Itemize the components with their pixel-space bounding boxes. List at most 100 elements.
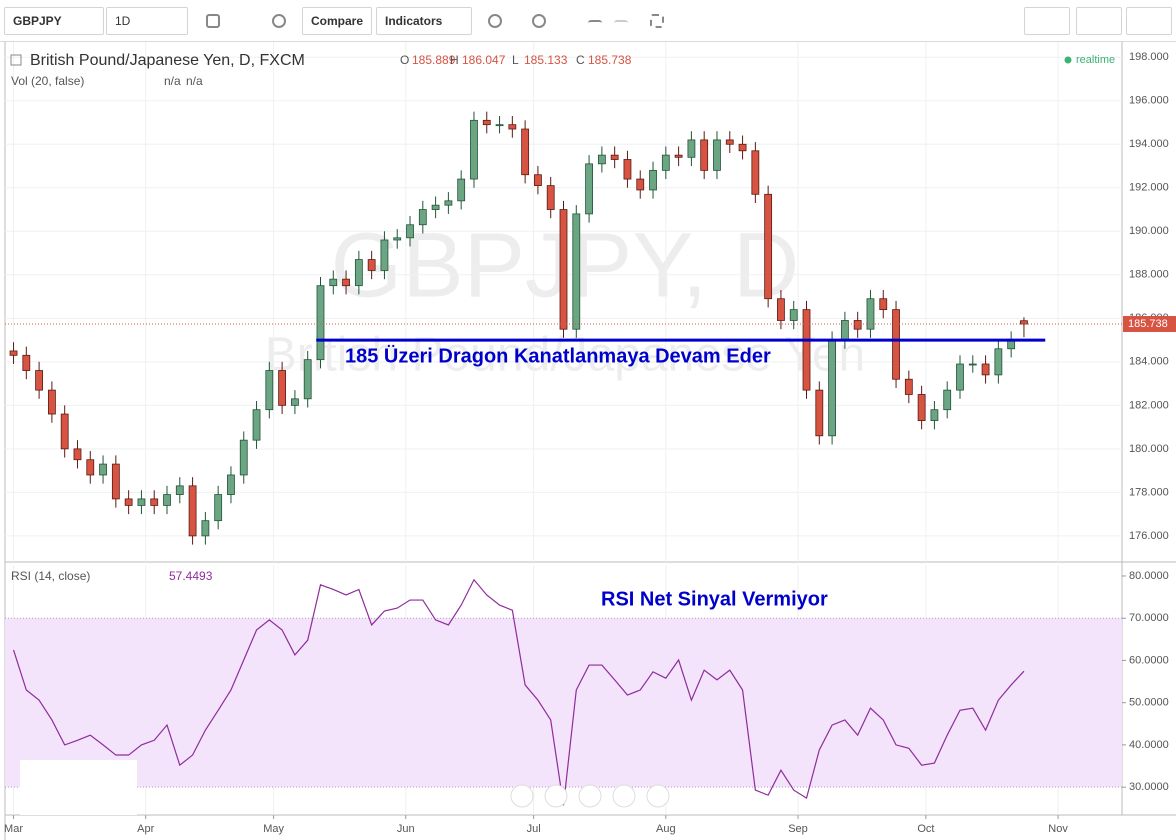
ohlc-value: 185.738 <box>588 53 632 67</box>
candle-body <box>930 409 939 421</box>
y-tick-label: 80.0000 <box>1129 570 1169 582</box>
y-tick-label: 40.0000 <box>1129 739 1169 751</box>
candle-body <box>470 119 478 180</box>
layout-button[interactable] <box>1024 7 1070 35</box>
candle-body <box>649 169 657 191</box>
load-button[interactable] <box>1126 7 1172 35</box>
undo-icon[interactable] <box>588 20 602 34</box>
candle-body <box>201 520 210 537</box>
alert-icon[interactable] <box>488 14 502 28</box>
chart-style-icon[interactable] <box>206 14 220 28</box>
compare-button[interactable]: Compare <box>302 7 372 35</box>
candle-body <box>239 439 248 476</box>
save-button[interactable] <box>1076 7 1122 35</box>
y-tick-label: 180.000 <box>1129 443 1169 455</box>
interval-button[interactable]: 1D <box>106 7 188 35</box>
chart-title: British Pound/Japanese Yen, D, FXCM <box>30 52 305 69</box>
candle-body <box>674 154 683 158</box>
zoom-controls[interactable] <box>510 784 670 808</box>
candle-body <box>278 370 287 406</box>
y-tick-label: 182.000 <box>1129 399 1169 411</box>
y-tick-label: 60.0000 <box>1129 654 1169 666</box>
annotation: 185 Üzeri Dragon Kanatlanmaya Devam Eder <box>345 344 771 367</box>
candle-body <box>393 237 402 241</box>
symbol-box[interactable]: GBPJPY <box>4 7 104 35</box>
candle-body <box>444 200 453 206</box>
candle-body <box>956 363 964 391</box>
candle-body <box>546 185 555 210</box>
x-tick-label: Aug <box>656 823 676 835</box>
candle-body <box>534 174 542 186</box>
indicators-button[interactable]: Indicators <box>376 7 472 35</box>
candle-body <box>738 143 747 152</box>
ohlc-key: H <box>450 53 459 67</box>
x-tick-label: Mar <box>4 823 23 835</box>
candle-body <box>354 259 363 287</box>
candle-body <box>687 139 696 158</box>
candle-body <box>47 389 56 415</box>
x-tick-label: Oct <box>917 823 934 835</box>
candle-body <box>73 448 82 461</box>
candle-body <box>623 159 632 180</box>
annotation: RSI Net Sinyal Vermiyor <box>601 588 828 610</box>
zoom-out[interactable] <box>544 784 568 808</box>
y-tick-label: 70.0000 <box>1129 612 1169 624</box>
collapse-icon[interactable] <box>10 54 22 66</box>
candle-body <box>559 209 568 330</box>
ideas-icon[interactable] <box>532 14 546 28</box>
volume-value: n/a <box>164 74 181 88</box>
ohlc-key: O <box>400 53 409 67</box>
candle-body <box>316 285 325 361</box>
y-tick-label: 188.000 <box>1129 269 1169 281</box>
candle-body <box>828 339 836 437</box>
y-tick-label: 30.0000 <box>1129 781 1169 793</box>
candle-body <box>137 498 146 506</box>
volume-value: n/a <box>186 74 203 88</box>
candle-body <box>521 128 530 176</box>
ohlc-value: 185.133 <box>524 53 568 67</box>
candle-body <box>789 309 798 321</box>
candle-body <box>431 204 440 210</box>
candle-body <box>866 298 875 330</box>
candle-body <box>572 213 581 330</box>
redo-icon[interactable] <box>614 20 628 34</box>
zoom-in[interactable] <box>612 784 636 808</box>
candle-body <box>35 370 44 391</box>
x-tick-label: Nov <box>1048 823 1068 835</box>
status-dot <box>1064 56 1072 64</box>
y-tick-label: 184.000 <box>1129 356 1169 368</box>
candle-body <box>968 363 977 366</box>
fullscreen-icon[interactable] <box>650 14 664 28</box>
candle-body <box>175 485 184 495</box>
candle-body <box>610 154 619 160</box>
candle-body <box>86 459 95 476</box>
scroll-right[interactable] <box>646 784 670 808</box>
blank-box <box>20 760 137 815</box>
y-tick-label: 192.000 <box>1129 182 1169 194</box>
candle-body <box>981 363 990 376</box>
y-tick-label: 176.000 <box>1129 530 1169 542</box>
y-tick-label: 198.000 <box>1129 51 1169 63</box>
candle-body <box>815 389 824 437</box>
y-tick-label: 190.000 <box>1129 225 1169 237</box>
status: realtime <box>1076 54 1115 66</box>
last-price-label: 185.738 <box>1128 318 1168 330</box>
scroll-left[interactable] <box>510 784 534 808</box>
candle-body <box>840 320 849 341</box>
candle-body <box>636 178 645 191</box>
candle-body <box>879 298 888 311</box>
candle-body <box>777 298 785 321</box>
candle-body <box>406 224 414 239</box>
candle-body <box>764 193 773 300</box>
reset[interactable] <box>578 784 602 808</box>
rsi-band <box>5 618 1122 788</box>
candle-body <box>265 370 274 411</box>
candle-body <box>917 394 926 421</box>
ohlc-key: L <box>512 53 519 67</box>
candle-body <box>124 498 133 506</box>
candle-body <box>994 348 1003 376</box>
candle-body <box>508 124 517 130</box>
rsi-line <box>12 578 1025 806</box>
settings-icon[interactable] <box>272 14 286 28</box>
